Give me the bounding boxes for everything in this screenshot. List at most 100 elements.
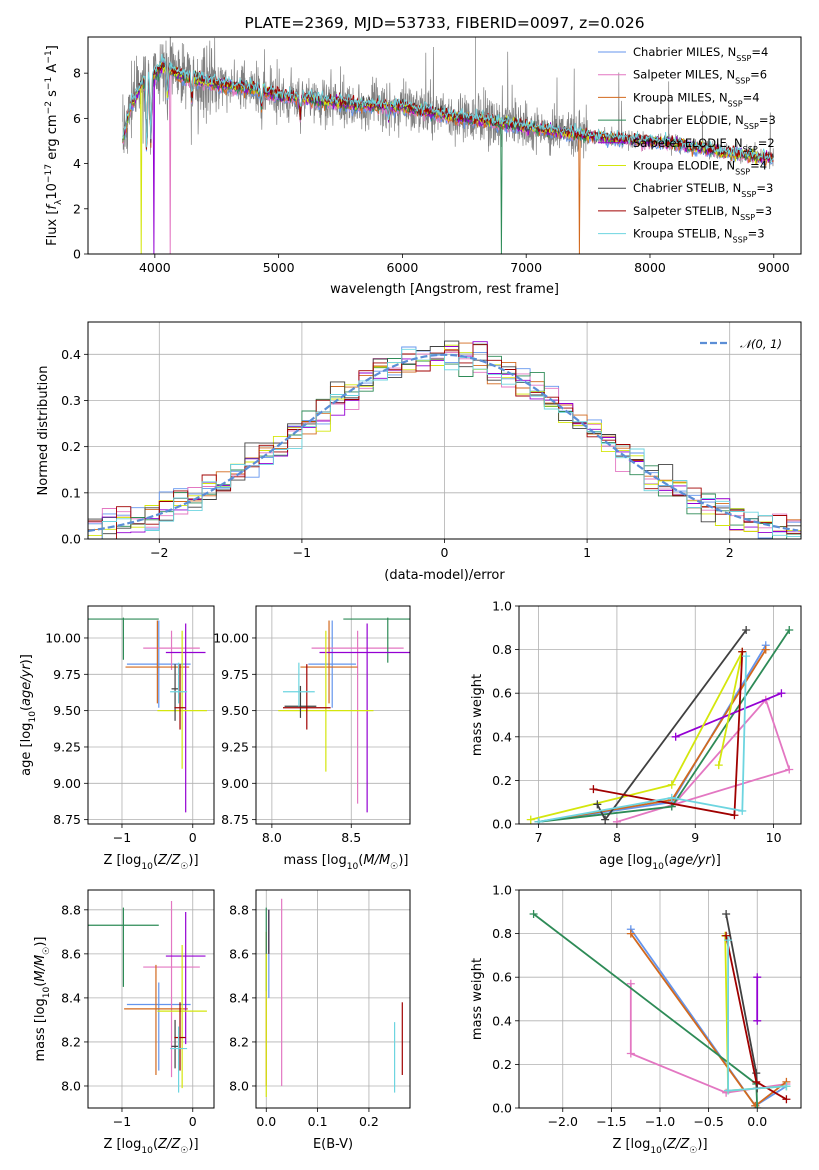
mass-weight-point — [724, 936, 733, 945]
y-tick-label: 0.1 — [61, 485, 81, 500]
svg-text:Z [log10(Z/Z☉)]: Z [log10(Z/Z☉)] — [612, 1137, 707, 1156]
mass-weight-series-2 — [538, 649, 767, 823]
mass-weight-point — [752, 1077, 761, 1086]
x-tick-label: −1 — [113, 1114, 131, 1129]
svg-text:age [log10(age/yr)]: age [log10(age/yr)] — [599, 853, 721, 872]
mass-weight-point — [601, 815, 610, 824]
mass-weight-point — [724, 1086, 733, 1095]
residual-histogram-8 — [88, 348, 801, 539]
mass-weight-point — [742, 625, 751, 634]
y-tick-label: 8.4 — [61, 990, 81, 1005]
x-tick-label: 5000 — [263, 260, 295, 275]
x-tick-label: 9 — [691, 830, 699, 845]
x-axis-label: age [log10(age/yr)] — [599, 853, 721, 872]
y-tick-label: 0.6 — [492, 970, 512, 985]
legend-entry: Salpeter ELODIE, NSSP=2 — [633, 136, 775, 154]
y-tick-label: 4 — [73, 156, 81, 171]
mass-weight-point — [742, 652, 751, 661]
y-tick-label: 0.2 — [492, 773, 512, 788]
x-tick-label: 8 — [613, 830, 621, 845]
y-tick-label: 1.0 — [492, 883, 512, 898]
x-tick-label: −1.5 — [596, 1114, 626, 1129]
svg-text:Z [log10(Z/Z☉)]: Z [log10(Z/Z☉)] — [103, 1137, 198, 1156]
mass-vs-Z-plot-area — [88, 901, 207, 1093]
y-tick-label: 8.2 — [229, 1034, 249, 1049]
spectrum-axes: 4000 5000 6000 7000 8000 9000 0 2 4 6 8 — [73, 66, 790, 275]
legend-entry: Kroupa MILES, NSSP=4 — [633, 90, 760, 108]
legend-entry: Kroupa ELODIE, NSSP=4 — [633, 159, 767, 177]
y-tick-label: 0.4 — [61, 347, 81, 362]
mass-weight-point — [738, 647, 747, 656]
svg-text:Flux [fλ10−17 erg cm−2 s−1 A−1: Flux [fλ10−17 erg cm−2 s−1 A−1] — [44, 45, 64, 246]
axes-frame — [255, 605, 411, 825]
svg-text:mass [log10(M/M☉)]: mass [log10(M/M☉)] — [284, 853, 409, 872]
y-tick-label: 0.3 — [61, 393, 81, 408]
axes-frame — [87, 889, 215, 1109]
x-tick-label: 0 — [441, 545, 449, 560]
axes-frame — [518, 605, 802, 825]
x-axis-label: mass [log10(M/M☉)] — [284, 853, 409, 872]
mass-weight-series-3 — [538, 629, 791, 823]
y-tick-label: 8.75 — [221, 812, 249, 827]
svg-text:age [log10(age/yr)]: age [log10(age/yr)] — [19, 654, 38, 776]
x-tick-label: 0.2 — [359, 1114, 379, 1129]
massweight-vs-age-plot-area — [526, 625, 794, 824]
mass-weight-point — [612, 817, 621, 824]
x-tick-label: 0.0 — [256, 1114, 276, 1129]
x-tick-label: 4000 — [139, 260, 171, 275]
y-tick-label: 0.2 — [492, 1057, 512, 1072]
y-tick-label: 1.0 — [492, 599, 512, 614]
x-tick-label: 6000 — [387, 260, 419, 275]
age-vs-mass-axes: 8.0 8.5 8.75 9.00 9.25 9.50 9.75 10.00 — [213, 606, 410, 845]
mass-weight-point — [782, 1082, 791, 1091]
y-tick-label: 6 — [73, 111, 81, 126]
y-tick-label: 0.0 — [492, 1101, 512, 1116]
x-axis-label: wavelength [Angstrom, rest frame] — [330, 282, 559, 297]
mass-weight-point — [761, 645, 770, 654]
y-axis-label: Flux [fλ10−17 erg cm−2 s−1 A−1] — [44, 45, 64, 246]
y-axis-label: mass weight — [470, 674, 485, 756]
x-axis-label: (data-model)/error — [384, 568, 505, 583]
y-axis-label: Normed distribution — [36, 366, 51, 496]
legend-entry: Chabrier ELODIE, NSSP=3 — [633, 113, 776, 131]
x-tick-label: 0 — [189, 830, 197, 845]
y-tick-label: 9.00 — [53, 776, 81, 791]
mass-vs-ebv-plot-area — [265, 898, 403, 1097]
y-tick-label: 8.2 — [61, 1034, 81, 1049]
mass-weight-point — [753, 1016, 762, 1025]
mass-weight-point — [714, 761, 723, 770]
mass-weight-point — [626, 1049, 635, 1058]
age-vs-Z-axes: −1 0 8.75 9.00 9.25 9.50 9.75 10.00 — [45, 606, 214, 845]
mass-weight-point — [593, 800, 602, 809]
x-tick-label: 2 — [726, 545, 734, 560]
svg-text:mass [log10(M/M☉)]: mass [log10(M/M☉)] — [33, 937, 52, 1062]
x-tick-label: 8.0 — [262, 830, 282, 845]
x-tick-label: −0.5 — [693, 1114, 723, 1129]
y-tick-label: 8 — [73, 66, 81, 81]
mass-weight-point — [785, 625, 794, 634]
y-tick-label: 9.50 — [221, 703, 249, 718]
age-vs-mass-plot-area — [278, 617, 410, 813]
age-vs-Z-plot-area — [88, 617, 207, 813]
y-axis-label: age [log10(age/yr)] — [19, 654, 38, 776]
mass-weight-point — [738, 806, 747, 815]
y-tick-label: 0.8 — [492, 926, 512, 941]
mass-weight-point — [526, 815, 535, 824]
y-tick-label: 0.4 — [492, 729, 512, 744]
x-tick-label: −1 — [113, 830, 131, 845]
y-tick-label: 0.4 — [492, 1013, 512, 1028]
x-tick-label: −2 — [150, 545, 168, 560]
mass-weight-series-8 — [538, 656, 748, 823]
axes-frame — [255, 889, 411, 1109]
x-tick-label: 7000 — [510, 260, 542, 275]
x-tick-label: 9000 — [758, 260, 790, 275]
x-tick-label: 8.5 — [341, 830, 361, 845]
mass-weight-point — [589, 785, 598, 794]
y-tick-label: 8.8 — [61, 902, 81, 917]
y-tick-label: 8.6 — [229, 946, 249, 961]
svg-text:Z [log10(Z/Z☉)]: Z [log10(Z/Z☉)] — [103, 853, 198, 872]
y-tick-label: 0.6 — [492, 686, 512, 701]
svg-text:E(B-V): E(B-V) — [313, 1137, 353, 1152]
x-tick-label: 10 — [766, 830, 782, 845]
